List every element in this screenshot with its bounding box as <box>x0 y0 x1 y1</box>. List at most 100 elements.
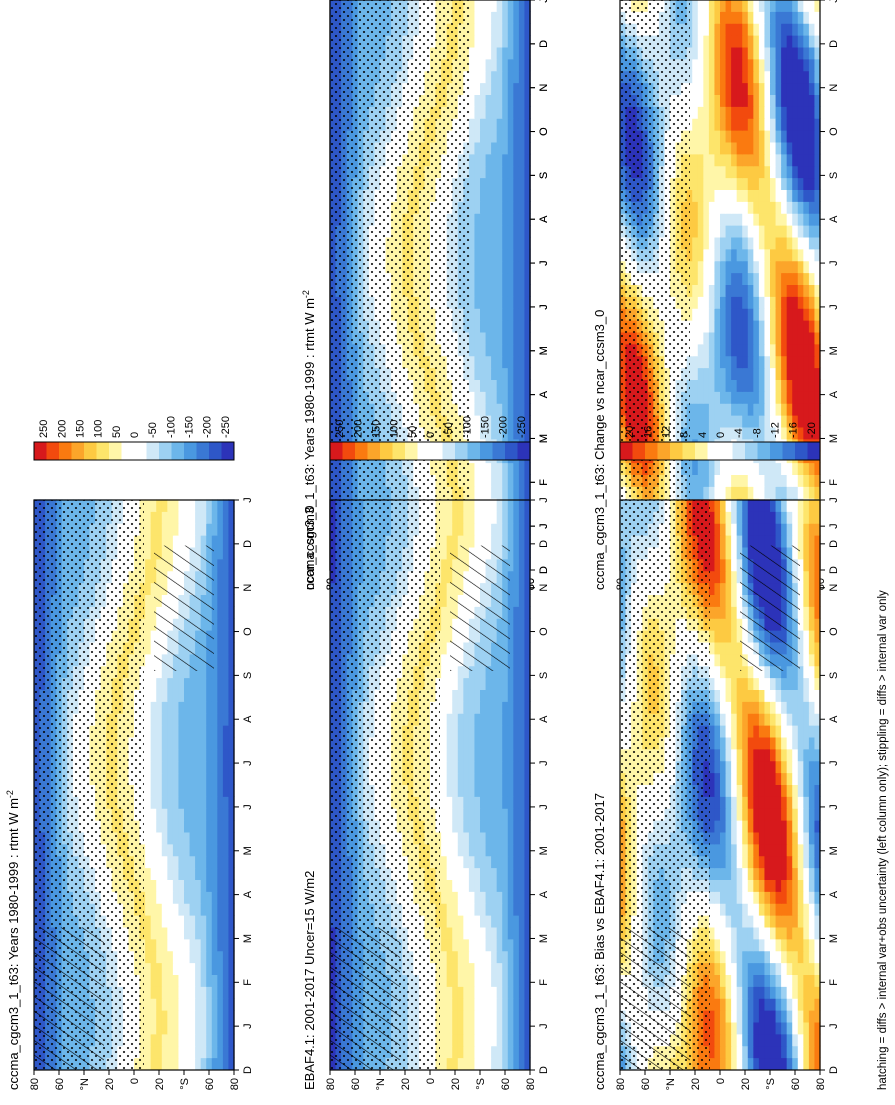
heatmap-cell <box>189 772 196 785</box>
heatmap-cell <box>222 831 230 845</box>
heatmap-cell <box>211 926 218 940</box>
heatmap-cell <box>222 736 230 750</box>
heatmap-cell <box>189 926 196 940</box>
heatmap-cell <box>150 677 157 690</box>
heatmap-cell <box>145 736 152 750</box>
heatmap-cell <box>513 272 520 285</box>
month-tick-label: N <box>242 584 254 592</box>
heatmap-cell <box>474 379 481 392</box>
lat-tick-label: 60 <box>204 1078 216 1090</box>
heatmap-cell <box>145 677 152 690</box>
heatmap-cell <box>496 343 503 357</box>
heatmap-cell <box>150 998 157 1011</box>
heatmap-cell <box>480 308 487 321</box>
colorbar-swatch <box>96 442 110 460</box>
heatmap-cell <box>518 225 526 238</box>
heatmap-cell <box>172 998 180 1011</box>
heatmap-cell <box>480 225 487 238</box>
heatmap-cell <box>195 499 202 512</box>
heatmap-cell <box>518 153 526 167</box>
heatmap-cell <box>161 736 168 750</box>
heatmap-cell <box>145 1033 152 1047</box>
heatmap-cell <box>491 141 498 155</box>
heatmap-cell <box>195 736 202 750</box>
heatmap-cell <box>211 772 218 785</box>
heatmap-cell <box>518 391 526 404</box>
heatmap-cell <box>485 403 492 416</box>
heatmap-cell <box>150 891 157 904</box>
heatmap-cell <box>217 998 224 1011</box>
heatmap-cell <box>496 331 503 345</box>
heatmap-cell <box>178 950 185 964</box>
heatmap-cell <box>178 499 185 512</box>
heatmap-cell <box>189 998 196 1011</box>
heatmap-cell <box>502 130 509 143</box>
heatmap-cell <box>178 772 185 785</box>
heatmap-cell <box>485 260 492 274</box>
heatmap-cell <box>480 236 487 250</box>
heatmap-cell <box>184 867 191 880</box>
heatmap-cell <box>145 926 152 940</box>
heatmap-cell <box>217 594 224 607</box>
heatmap-cell <box>189 689 196 702</box>
heatmap-cell <box>156 891 163 904</box>
heatmap-cell <box>161 725 168 738</box>
heatmap-cell <box>161 903 168 916</box>
heatmap-cell <box>150 926 157 940</box>
heatmap-cell <box>189 1045 196 1059</box>
heatmap-cell <box>217 831 224 845</box>
heatmap-cell <box>156 808 163 821</box>
heatmap-cell <box>513 474 520 487</box>
heatmap-cell <box>195 1033 202 1047</box>
heatmap-cell <box>217 736 224 750</box>
heatmap-cell <box>178 867 185 880</box>
heatmap-cell <box>156 962 163 975</box>
heatmap-cell <box>200 772 207 785</box>
heatmap-cell <box>222 1057 230 1070</box>
heatmap-cell <box>217 558 224 572</box>
lat-tick-label: °S <box>179 1078 191 1090</box>
heatmap-cell <box>200 891 207 904</box>
heatmap-cell <box>189 760 196 774</box>
heatmap-cell <box>206 511 213 524</box>
heatmap-cell <box>222 938 230 952</box>
heatmap-cell <box>217 1021 224 1035</box>
heatmap-cell <box>496 165 503 179</box>
heatmap-cell <box>156 1010 163 1023</box>
heatmap-cell <box>167 725 174 738</box>
heatmap-cell <box>156 736 163 750</box>
heatmap-cell <box>167 1045 174 1059</box>
heatmap-cell <box>206 689 213 702</box>
heatmap-cell <box>502 153 509 167</box>
heatmap-cell <box>178 784 185 797</box>
heatmap-cell <box>485 130 492 143</box>
heatmap-cell <box>184 499 191 512</box>
heatmap-cell <box>150 689 157 702</box>
heatmap-cell <box>491 236 498 250</box>
lat-tick-label: 80 <box>229 1078 241 1090</box>
heatmap-cell <box>491 153 498 167</box>
heatmap-cell <box>172 736 180 750</box>
heatmap-cell <box>217 986 224 999</box>
heatmap-cell <box>167 772 174 785</box>
heatmap-cell <box>222 926 230 940</box>
heatmap-cell <box>195 950 202 964</box>
heatmap-cell <box>502 284 509 297</box>
heatmap-cell <box>184 701 191 714</box>
heatmap-cell <box>480 272 487 285</box>
heatmap-cell <box>206 725 213 738</box>
heatmap-cell <box>150 499 157 512</box>
heatmap-cell <box>172 831 180 845</box>
heatmap-cell <box>161 998 168 1011</box>
heatmap-cell <box>200 820 207 833</box>
heatmap-cell <box>200 915 207 928</box>
heatmap-cell <box>189 511 196 524</box>
heatmap-cell <box>178 820 185 833</box>
heatmap-cell <box>222 1010 230 1023</box>
heatmap-cell <box>485 391 492 404</box>
heatmap-cell <box>184 998 191 1011</box>
heatmap-cell <box>156 903 163 916</box>
heatmap-cell <box>217 938 224 952</box>
heatmap-cell <box>496 474 503 487</box>
heatmap-cell <box>502 320 509 333</box>
